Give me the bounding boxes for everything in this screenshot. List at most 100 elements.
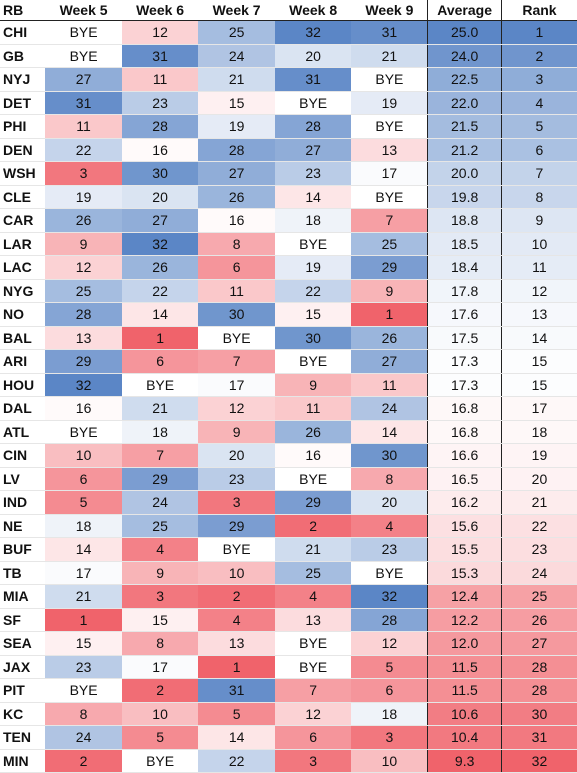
week-cell: 12 bbox=[198, 396, 275, 421]
week-cell: 27 bbox=[198, 161, 275, 186]
team-cell: NYG bbox=[0, 279, 46, 303]
week-cell: BYE bbox=[45, 44, 122, 68]
week-cell: 24 bbox=[121, 490, 199, 515]
week-cell: 26 bbox=[274, 420, 352, 444]
week-cell: BYE bbox=[121, 749, 199, 773]
average-cell: 19.8 bbox=[427, 185, 502, 209]
week-cell: 23 bbox=[351, 537, 428, 562]
week-cell: 21 bbox=[351, 44, 428, 68]
table-row: SF 1 15 4 13 28 12.2 26 bbox=[0, 608, 577, 632]
week-cell: BYE bbox=[45, 420, 122, 444]
week-cell: 3 bbox=[45, 161, 122, 186]
week-cell: 11 bbox=[121, 67, 199, 92]
average-cell: 17.8 bbox=[427, 279, 502, 303]
rank-cell: 25 bbox=[500, 584, 577, 609]
header-average: Average bbox=[427, 0, 502, 21]
table-row: ATL BYE 18 9 26 14 16.8 18 bbox=[0, 420, 577, 444]
average-cell: 18.8 bbox=[427, 208, 502, 233]
team-cell: CIN bbox=[0, 443, 46, 468]
table-row: PHI 11 28 19 28 BYE 21.5 5 bbox=[0, 114, 577, 139]
week-cell: 1 bbox=[351, 302, 428, 327]
week-cell: 31 bbox=[121, 44, 199, 68]
table-row: CHI BYE 12 25 32 31 25.0 1 bbox=[0, 20, 577, 45]
team-cell: SF bbox=[0, 608, 46, 632]
team-cell: DET bbox=[0, 91, 46, 115]
rank-cell: 23 bbox=[500, 537, 577, 562]
week-cell: 25 bbox=[121, 514, 199, 538]
week-cell: 18 bbox=[274, 208, 352, 233]
week-cell: 21 bbox=[198, 67, 275, 92]
table-row: JAX 23 17 1 BYE 5 11.5 28 bbox=[0, 655, 577, 679]
rank-cell: 30 bbox=[500, 702, 577, 726]
week-cell: 15 bbox=[45, 631, 122, 656]
week-cell: 2 bbox=[198, 584, 275, 609]
week-cell: 13 bbox=[274, 608, 352, 632]
week-cell: 5 bbox=[45, 490, 122, 515]
team-cell: JAX bbox=[0, 655, 46, 679]
header-team: RB bbox=[0, 0, 46, 21]
rank-cell: 26 bbox=[500, 608, 577, 632]
header-row: RB Week 5 Week 6 Week 7 Week 8 Week 9 Av… bbox=[0, 0, 577, 21]
week-cell: 14 bbox=[45, 537, 122, 562]
week-cell: 21 bbox=[121, 396, 199, 421]
week-cell: 14 bbox=[274, 185, 352, 209]
table-row: KC 8 10 5 12 18 10.6 30 bbox=[0, 702, 577, 726]
table-row: DEN 22 16 28 27 13 21.2 6 bbox=[0, 138, 577, 162]
table-row: IND 5 24 3 29 20 16.2 21 bbox=[0, 490, 577, 515]
week-cell: 16 bbox=[274, 443, 352, 468]
average-cell: 21.2 bbox=[427, 138, 502, 162]
average-cell: 11.5 bbox=[427, 678, 502, 703]
team-cell: HOU bbox=[0, 373, 46, 397]
average-cell: 16.8 bbox=[427, 420, 502, 444]
week-cell: 1 bbox=[121, 326, 199, 350]
table-row: SEA 15 8 13 BYE 12 12.0 27 bbox=[0, 631, 577, 656]
week-cell: 29 bbox=[45, 349, 122, 374]
rank-cell: 32 bbox=[500, 749, 577, 773]
week-cell: 17 bbox=[45, 561, 122, 585]
team-cell: MIN bbox=[0, 749, 46, 773]
week-cell: 31 bbox=[45, 91, 122, 115]
week-cell: 4 bbox=[198, 608, 275, 632]
week-cell: 11 bbox=[198, 279, 275, 303]
rank-cell: 9 bbox=[500, 208, 577, 233]
week-cell: 32 bbox=[45, 373, 122, 397]
week-cell: 9 bbox=[198, 420, 275, 444]
average-cell: 10.6 bbox=[427, 702, 502, 726]
week-cell: BYE bbox=[274, 232, 352, 256]
week-cell: 17 bbox=[198, 373, 275, 397]
average-cell: 16.6 bbox=[427, 443, 502, 468]
table-row: LAC 12 26 6 19 29 18.4 11 bbox=[0, 255, 577, 280]
team-cell: KC bbox=[0, 702, 46, 726]
week-cell: 2 bbox=[274, 514, 352, 538]
week-cell: 24 bbox=[198, 44, 275, 68]
team-cell: GB bbox=[0, 44, 46, 68]
week-cell: 9 bbox=[274, 373, 352, 397]
week-cell: 9 bbox=[351, 279, 428, 303]
week-cell: 21 bbox=[274, 537, 352, 562]
rank-cell: 1 bbox=[500, 20, 577, 45]
week-cell: 15 bbox=[121, 608, 199, 632]
week-cell: 15 bbox=[198, 91, 275, 115]
week-cell: 28 bbox=[45, 302, 122, 327]
rank-cell: 14 bbox=[500, 326, 577, 350]
week-cell: BYE bbox=[274, 349, 352, 374]
average-cell: 24.0 bbox=[427, 44, 502, 68]
week-cell: 11 bbox=[351, 373, 428, 397]
week-cell: 20 bbox=[274, 44, 352, 68]
average-cell: 10.4 bbox=[427, 725, 502, 750]
week-cell: BYE bbox=[198, 326, 275, 350]
table-row: LV 6 29 23 BYE 8 16.5 20 bbox=[0, 467, 577, 491]
average-cell: 18.4 bbox=[427, 255, 502, 280]
week-cell: 3 bbox=[274, 749, 352, 773]
team-cell: LV bbox=[0, 467, 46, 491]
week-cell: BYE bbox=[351, 114, 428, 139]
week-cell: 12 bbox=[351, 631, 428, 656]
week-cell: 30 bbox=[351, 443, 428, 468]
team-cell: MIA bbox=[0, 584, 46, 609]
week-cell: BYE bbox=[351, 185, 428, 209]
average-cell: 12.0 bbox=[427, 631, 502, 656]
week-cell: 9 bbox=[121, 561, 199, 585]
rank-cell: 19 bbox=[500, 443, 577, 468]
team-cell: DAL bbox=[0, 396, 46, 421]
